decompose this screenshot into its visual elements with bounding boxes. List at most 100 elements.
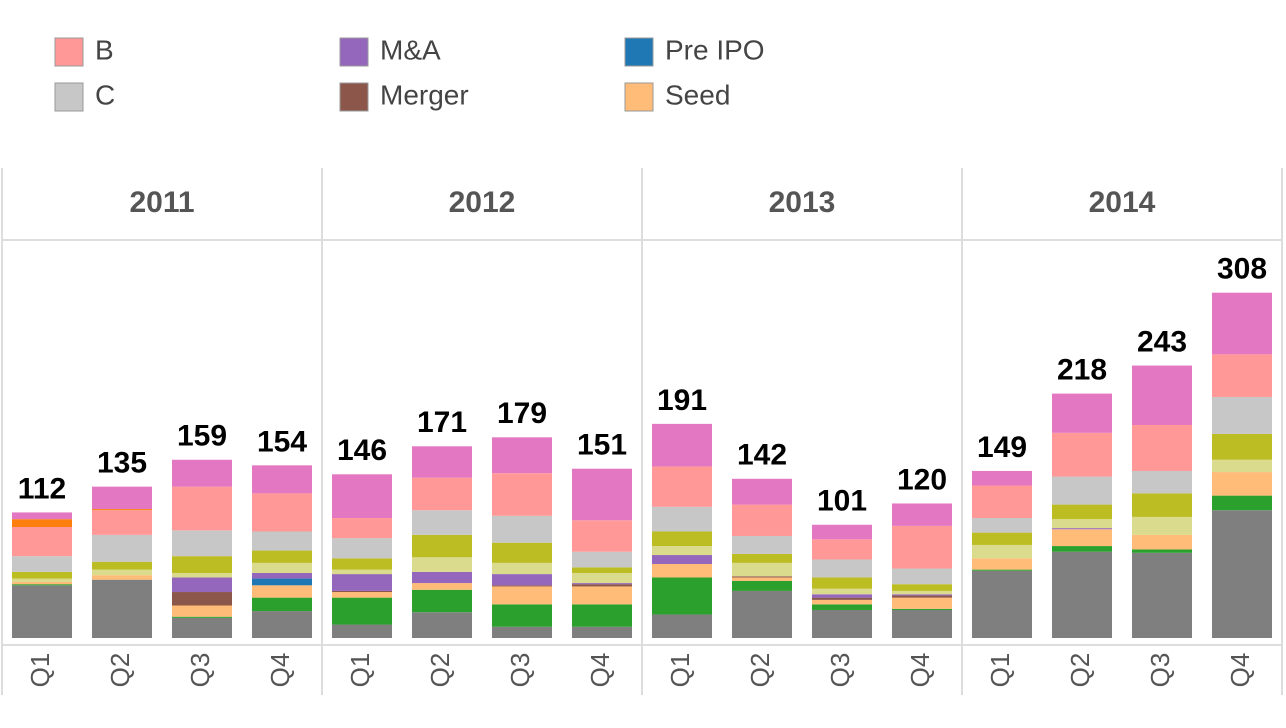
- x-tick-label: Q1: [25, 653, 55, 688]
- bar-segment: [172, 616, 232, 618]
- x-tick-label: Q3: [505, 653, 535, 688]
- legend-label: M&A: [380, 34, 441, 65]
- bar-segment: [412, 510, 472, 535]
- bar-segment: [972, 570, 1032, 638]
- x-tick-label: Q2: [425, 653, 455, 688]
- bar-segment: [572, 584, 632, 587]
- bar-segment: [332, 624, 392, 638]
- x-tick-label: Q4: [1225, 653, 1255, 688]
- bar-segment: [972, 558, 1032, 570]
- x-tick-label: Q3: [185, 653, 215, 688]
- bar-segment: [572, 551, 632, 568]
- bar-segment: [92, 561, 152, 570]
- bar-segment: [92, 486, 152, 510]
- bar-segment: [572, 626, 632, 638]
- bar-segment: [252, 550, 312, 563]
- bar-segment: [12, 512, 72, 520]
- bar-segment: [652, 531, 712, 547]
- bar-segment: [1052, 393, 1112, 433]
- bar-segment: [1132, 493, 1192, 517]
- bar-segment: [812, 594, 872, 598]
- bar-segment: [492, 562, 552, 575]
- bar-segment: [12, 581, 72, 585]
- bar-segment: [652, 555, 712, 565]
- bar-segment: [812, 539, 872, 560]
- bar-segment: [492, 585, 552, 587]
- bar-segment: [732, 590, 792, 638]
- bar-segment: [12, 519, 72, 528]
- bar-segment: [1052, 528, 1112, 530]
- bar-segment: [892, 595, 952, 598]
- bar-segment: [812, 597, 872, 600]
- legend-label: Merger: [380, 79, 469, 110]
- bar-segment: [1212, 354, 1272, 397]
- bar-segment: [412, 446, 472, 478]
- bar-segment: [252, 531, 312, 551]
- bar-segment: [1212, 396, 1272, 434]
- total-label: 218: [1057, 354, 1107, 387]
- bar-segment: [412, 583, 472, 590]
- bar-segment: [732, 535, 792, 554]
- year-label: 2013: [769, 186, 836, 219]
- bar-segment: [652, 564, 712, 578]
- legend-label: Seed: [665, 79, 730, 110]
- bar-segment: [12, 578, 72, 582]
- total-label: 142: [737, 439, 787, 472]
- bar-segment: [572, 586, 632, 605]
- x-tick-label: Q2: [745, 653, 775, 688]
- bar-segment: [812, 588, 872, 595]
- bar-segment: [812, 609, 872, 638]
- total-label: 171: [417, 406, 467, 439]
- bar-segment: [972, 569, 1032, 571]
- bar-segment: [572, 583, 632, 585]
- legend-label: B: [95, 34, 114, 65]
- bar-segment: [732, 562, 792, 577]
- bar-segment: [1132, 534, 1192, 550]
- bar-segment: [332, 538, 392, 559]
- bar-segment: [972, 485, 1032, 519]
- bar-segment: [332, 569, 392, 575]
- legend-swatch: [339, 37, 369, 67]
- bar-segment: [12, 556, 72, 572]
- bar-segment: [252, 493, 312, 532]
- x-tick-label: Q3: [825, 653, 855, 688]
- bar-segment: [812, 577, 872, 589]
- total-label: 101: [817, 485, 867, 518]
- total-label: 159: [177, 420, 227, 453]
- legend-swatch: [339, 82, 369, 112]
- x-tick-label: Q4: [265, 653, 295, 688]
- bar-segment: [12, 527, 72, 557]
- bar-segment: [252, 465, 312, 494]
- legend-label: Pre IPO: [665, 34, 765, 65]
- legend-swatch: [624, 37, 654, 67]
- bar-segment: [892, 568, 952, 585]
- bar-segment: [92, 509, 152, 511]
- bar-segment: [492, 586, 552, 605]
- bar-segment: [1052, 529, 1112, 547]
- bar-segment: [1052, 551, 1112, 638]
- bar-segment: [572, 572, 632, 584]
- bar-segment: [332, 590, 392, 593]
- total-label: 135: [97, 447, 147, 480]
- bar-segment: [172, 605, 232, 617]
- bar-segment: [1132, 424, 1192, 471]
- bar-segment: [652, 423, 712, 467]
- total-label: 154: [257, 425, 307, 458]
- bar-segment: [172, 592, 232, 606]
- bar-segment: [172, 572, 232, 578]
- bar-segment: [252, 585, 312, 598]
- x-tick-label: Q1: [985, 653, 1015, 688]
- bar-segment: [92, 534, 152, 562]
- bar-segment: [892, 608, 952, 610]
- total-label: 146: [337, 434, 387, 467]
- bar-segment: [252, 562, 312, 573]
- bar-segment: [972, 532, 1032, 545]
- bar-segment: [492, 515, 552, 543]
- bar-segment: [732, 504, 792, 536]
- total-label: 179: [497, 397, 547, 430]
- legend-swatch: [624, 82, 654, 112]
- bar-segment: [812, 604, 872, 610]
- bar-segment: [732, 580, 792, 591]
- x-tick-label: Q1: [345, 653, 375, 688]
